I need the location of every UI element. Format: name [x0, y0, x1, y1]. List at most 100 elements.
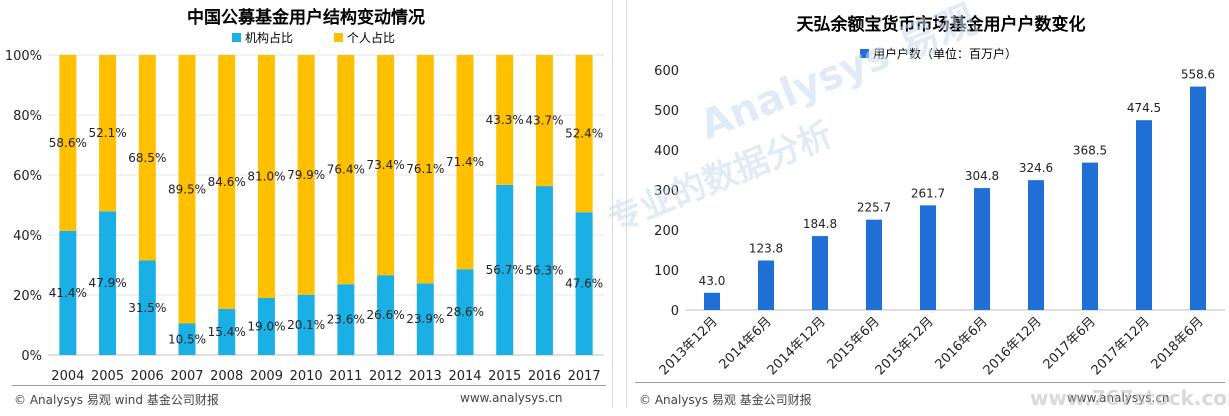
bar-individual	[337, 55, 355, 285]
x-tick-label: 2009	[250, 369, 283, 384]
bar-individual	[377, 55, 395, 276]
left-footer-url: www.analysys.cn	[460, 391, 563, 405]
data-label-institution: 19.0%	[247, 320, 285, 334]
x-tick-label: 2014年12月	[765, 314, 829, 378]
bar-users	[812, 236, 828, 310]
y-tick-label: 0	[671, 304, 679, 319]
data-label-users: 43.0	[699, 274, 726, 288]
bar-users	[920, 205, 936, 310]
left-footer-source: © Analysys 易观 wind 基金公司财报	[14, 393, 219, 407]
right-footer-source: © Analysys 易观 基金公司财报	[639, 393, 812, 407]
legend-label-individual: 个人占比	[347, 30, 395, 45]
x-tick-label: 2017年6月	[1041, 314, 1099, 372]
x-tick-label: 2004	[51, 369, 84, 384]
data-label-individual: 68.5%	[128, 151, 166, 165]
data-label-individual: 76.4%	[327, 163, 365, 177]
data-label-users: 123.8	[749, 241, 783, 255]
bar-institution	[496, 184, 514, 355]
bar-institution	[416, 283, 434, 355]
data-label-institution: 47.6%	[565, 277, 603, 291]
bar-individual	[138, 55, 156, 261]
x-tick-label: 2011	[329, 369, 362, 384]
data-label-individual: 58.6%	[49, 136, 87, 150]
data-label-individual: 73.4%	[367, 158, 405, 172]
data-label-institution: 47.9%	[89, 276, 127, 290]
y-tick-label: 40%	[13, 229, 42, 244]
y-tick-label: 0%	[21, 349, 42, 364]
data-label-institution: 10.5%	[168, 332, 206, 346]
x-tick-label: 2005	[91, 369, 124, 384]
x-tick-label: 2015	[488, 369, 521, 384]
data-label-users: 558.6	[1181, 68, 1215, 82]
bar-institution	[337, 284, 355, 355]
data-label-institution: 56.7%	[486, 263, 524, 277]
chart-title: 中国公募基金用户结构变动情况	[187, 7, 425, 28]
data-label-users: 324.6	[1019, 161, 1053, 175]
data-label-institution: 56.3%	[525, 264, 563, 278]
y-tick-label: 200	[654, 224, 679, 239]
data-label-institution: 28.6%	[446, 305, 484, 319]
data-label-institution: 15.4%	[208, 325, 246, 339]
x-tick-label: 2012	[369, 369, 402, 384]
right-chart-panel: 天弘余额宝货币市场基金用户户数变化 用户户数（单位：百万户） 0 100 200 300 4…	[626, 0, 1229, 408]
bar-users	[704, 292, 720, 310]
footer-divider	[12, 385, 606, 386]
x-tick-label: 2016年6月	[933, 314, 991, 372]
bar-institution	[59, 230, 77, 355]
bar-institution	[178, 323, 196, 355]
bar-institution	[297, 294, 315, 355]
bar-individual	[535, 55, 553, 187]
bar-individual	[297, 55, 315, 295]
y-tick-label: 20%	[13, 289, 42, 304]
bar-users	[1082, 162, 1098, 310]
data-label-users: 184.8	[803, 217, 837, 231]
data-label-users: 304.8	[965, 169, 999, 183]
bar-individual	[99, 55, 117, 212]
bar-institution	[575, 212, 593, 355]
bar-individual	[178, 55, 196, 324]
y-tick-label: 100%	[5, 49, 42, 64]
x-tick-label: 2006	[131, 369, 164, 384]
y-tick-label: 600	[654, 64, 679, 79]
bar-users	[866, 219, 882, 310]
x-tick-label: 2018年6月	[1149, 314, 1207, 372]
bar-individual	[218, 55, 236, 309]
x-tick-label: 2016年12月	[981, 314, 1045, 378]
data-label-individual: 84.6%	[208, 175, 246, 189]
bar-institution	[535, 186, 553, 355]
x-tick-label: 2008	[210, 369, 243, 384]
bar-users	[1028, 180, 1044, 310]
data-label-institution: 31.5%	[128, 301, 166, 315]
chart-title: 天弘余额宝货币市场基金用户户数变化	[797, 14, 1086, 35]
bar-individual	[575, 55, 593, 213]
bar-institution	[138, 260, 156, 355]
y-tick-label: 500	[654, 104, 679, 119]
data-label-individual: 43.3%	[486, 113, 524, 127]
bar-institution	[218, 308, 236, 355]
x-tick-label: 2017年12月	[1089, 314, 1153, 378]
x-tick-label: 2010	[290, 369, 323, 384]
data-label-users: 261.7	[911, 186, 945, 200]
x-tick-label: 2017	[568, 369, 601, 384]
bar-individual	[456, 55, 474, 270]
data-label-users: 368.5	[1073, 144, 1107, 158]
data-label-institution: 23.6%	[327, 313, 365, 327]
legend-swatch-individual	[334, 33, 343, 42]
data-label-institution: 41.4%	[49, 286, 87, 300]
data-label-individual: 43.7%	[525, 114, 563, 128]
data-label-institution: 26.6%	[367, 308, 405, 322]
right-footer-url: www.analysys.cn	[1067, 391, 1170, 405]
data-label-institution: 20.1%	[287, 318, 325, 332]
data-label-individual: 89.5%	[168, 182, 206, 196]
y-tick-label: 300	[654, 184, 679, 199]
bar-institution	[456, 269, 474, 355]
legend-swatch-institution	[232, 33, 241, 42]
x-tick-label: 2013年12月	[657, 314, 721, 378]
bar-institution	[257, 298, 275, 355]
legend-swatch-users	[860, 49, 869, 58]
data-label-individual: 71.4%	[446, 155, 484, 169]
left-chart-panel: 中国公募基金用户结构变动情况 机构占比 个人占比 0% 20% 40% 60% 80% 100%…	[0, 0, 613, 408]
bar-users	[974, 188, 990, 310]
